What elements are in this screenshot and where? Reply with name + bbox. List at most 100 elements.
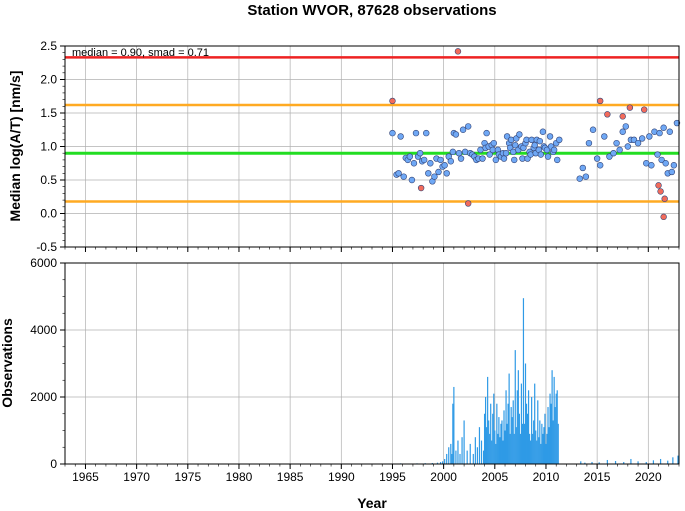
observation-bar [436, 462, 439, 464]
median-point [503, 133, 511, 140]
median-point [585, 139, 593, 147]
observation-bar [511, 417, 513, 464]
median-point [656, 129, 663, 137]
observation-bar [455, 450, 457, 464]
median-point [511, 156, 518, 164]
median-point [543, 146, 551, 154]
observation-bar [645, 461, 647, 464]
median-point [544, 153, 552, 160]
observation-bar [531, 397, 533, 464]
x-tick-label: 2020 [635, 470, 662, 484]
observation-bar [509, 433, 511, 464]
observation-bar [497, 433, 499, 464]
observation-bar [500, 423, 502, 464]
median-point [648, 162, 655, 169]
outlier-point [597, 97, 604, 105]
observation-bar [517, 370, 519, 464]
observation-bar [637, 461, 639, 464]
median-point [624, 143, 632, 150]
median-point [670, 162, 678, 169]
observation-bar [490, 403, 492, 464]
observation-bar [545, 443, 547, 464]
observation-bar [540, 443, 542, 464]
median-point [668, 168, 676, 176]
median-point [610, 150, 617, 157]
median-point [536, 137, 544, 145]
top-y-tick-label: 1.0 [40, 140, 57, 154]
observation-bar [521, 423, 524, 464]
observation-bar [469, 443, 471, 464]
median-point [486, 151, 493, 158]
x-axis-label: Year [357, 495, 387, 511]
observation-bar [526, 413, 529, 464]
observation-bar [537, 400, 539, 464]
outlier-point [641, 106, 648, 113]
median-point [437, 156, 444, 164]
observation-bar [508, 373, 510, 464]
observation-bar [553, 376, 555, 464]
median-point [646, 133, 653, 140]
observation-bar [446, 453, 448, 464]
bottom-plot-background [65, 263, 679, 464]
median-point [416, 150, 424, 157]
observation-bar [498, 417, 500, 464]
median-point [452, 131, 460, 138]
observation-bar [506, 423, 508, 464]
observation-bar [606, 459, 608, 464]
observation-bar [528, 433, 531, 464]
observation-bar [536, 440, 538, 464]
observation-bar [552, 420, 554, 464]
observation-bar [659, 458, 662, 464]
outlier-point [454, 48, 462, 55]
observation-bar [541, 423, 543, 464]
observation-bar [512, 400, 514, 464]
observation-bars [393, 298, 679, 465]
median-point [601, 133, 608, 140]
observation-bar [543, 427, 545, 464]
median-point [425, 170, 432, 177]
median-point [455, 150, 463, 157]
observation-bar [499, 437, 501, 464]
bottom-y-tick-label: 4000 [30, 323, 57, 337]
median-point [435, 168, 442, 176]
observation-bar [431, 462, 433, 464]
observation-bar [503, 410, 505, 464]
median-point [556, 136, 563, 144]
observation-bar [549, 393, 551, 464]
median-point [406, 153, 414, 160]
median-point [616, 146, 623, 154]
observation-bar [461, 437, 463, 464]
bottom-y-tick-label: 2000 [30, 390, 57, 404]
top-y-axis-label: Median log(A/T) [nm/s] [7, 71, 23, 222]
median-point [457, 155, 465, 162]
observation-bar [450, 443, 452, 464]
top-scatter-points [389, 48, 681, 221]
x-tick-label: 2010 [533, 470, 560, 484]
median-point [516, 131, 523, 138]
median-point [576, 175, 583, 182]
observation-bar [482, 450, 485, 464]
observation-bar [466, 450, 468, 464]
observation-bar [444, 458, 446, 464]
median-point [500, 155, 508, 162]
outlier-point [657, 188, 664, 195]
median-point [420, 156, 428, 164]
observation-bar [532, 433, 534, 464]
observation-bar [478, 427, 481, 464]
x-tick-label: 1995 [379, 470, 406, 484]
observation-bar [555, 393, 557, 464]
median-point [666, 128, 673, 135]
median-point [539, 128, 547, 135]
median-point [634, 139, 642, 147]
observation-bar [591, 461, 593, 464]
median-point [490, 139, 497, 147]
median-point [397, 133, 404, 140]
observation-bar [598, 462, 600, 464]
observation-bar [502, 440, 504, 464]
median-point [654, 151, 661, 158]
observation-bar [439, 461, 442, 464]
observation-bar [457, 440, 459, 464]
observation-bar [489, 433, 491, 464]
x-tick-label: 2000 [430, 470, 457, 484]
